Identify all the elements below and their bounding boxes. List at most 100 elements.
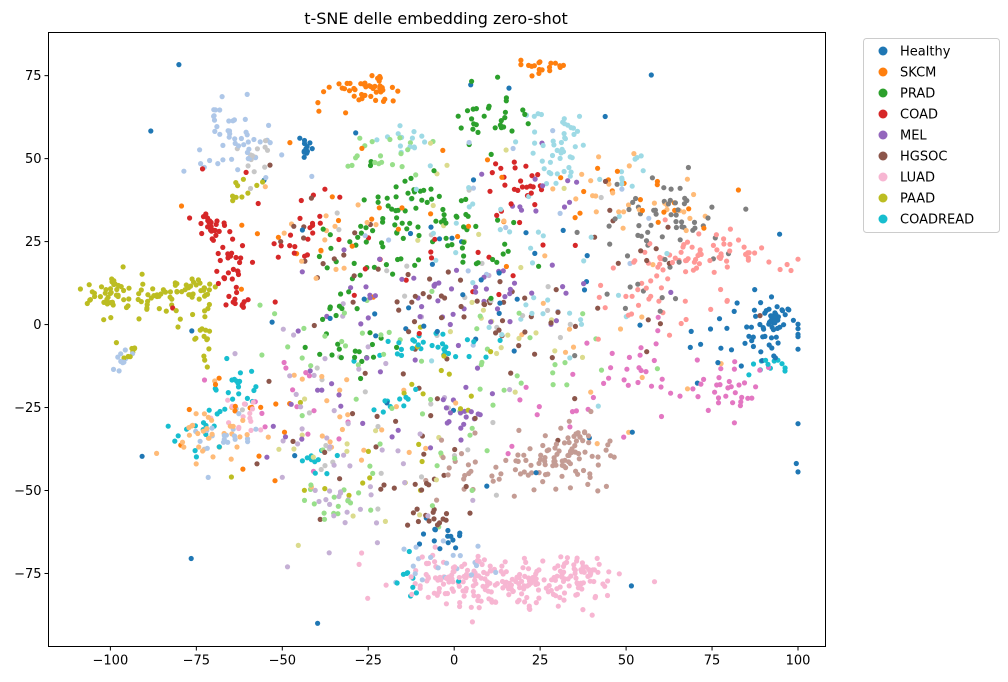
- scatter-point: [581, 287, 588, 293]
- scatter-point: [433, 477, 439, 483]
- scatter-point: [757, 367, 763, 373]
- scatter-point: [264, 147, 271, 153]
- scatter-point: [532, 129, 538, 135]
- scatter-point: [492, 125, 498, 131]
- scatter-point: [232, 408, 238, 414]
- scatter-point: [561, 116, 567, 122]
- scatter-point: [766, 321, 772, 327]
- scatter-point: [654, 182, 660, 188]
- scatter-point: [773, 334, 779, 340]
- scatter-point: [662, 217, 668, 223]
- scatter-point: [373, 89, 379, 95]
- scatter-point: [743, 206, 749, 212]
- scatter-point: [472, 430, 478, 436]
- scatter-point: [766, 259, 772, 265]
- legend-box: [863, 38, 1000, 233]
- scatter-point: [319, 387, 325, 393]
- scatter-point: [622, 305, 629, 311]
- legend-marker: [878, 88, 888, 98]
- scatter-point: [691, 191, 697, 198]
- scatter-point: [646, 296, 652, 302]
- scatter-point: [585, 481, 591, 487]
- scatter-point: [363, 284, 369, 290]
- scatter-point: [539, 67, 545, 73]
- scatter-point: [564, 559, 570, 566]
- scatter-point: [461, 224, 467, 230]
- scatter-point: [299, 436, 305, 442]
- scatter-point: [347, 463, 353, 469]
- scatter-point: [245, 163, 251, 169]
- scatter-point: [411, 319, 418, 325]
- scatter-point: [138, 299, 144, 305]
- scatter-point: [509, 128, 515, 134]
- scatter-point: [413, 172, 419, 178]
- scatter-point: [237, 370, 243, 376]
- scatter-point: [331, 256, 337, 262]
- scatter-point: [358, 321, 364, 327]
- scatter-point: [358, 230, 364, 236]
- scatter-point: [302, 253, 308, 259]
- scatter-point: [266, 378, 272, 384]
- scatter-point: [206, 435, 212, 441]
- scatter-point: [383, 360, 389, 367]
- scatter-point: [301, 325, 307, 331]
- scatter-point: [312, 487, 318, 493]
- scatter-point: [379, 159, 385, 165]
- scatter-point: [734, 300, 740, 306]
- scatter-point: [640, 168, 646, 174]
- scatter-point: [475, 129, 481, 135]
- scatter-point: [234, 378, 240, 384]
- scatter-point: [749, 338, 755, 344]
- scatter-point: [228, 456, 234, 462]
- scatter-point: [197, 147, 203, 153]
- scatter-point: [372, 293, 378, 299]
- scatter-point: [291, 332, 297, 338]
- legend-label: Healthy: [900, 45, 951, 60]
- scatter-point: [456, 574, 462, 581]
- scatter-point: [239, 222, 245, 228]
- scatter-point: [287, 243, 293, 249]
- legend-label: PRAD: [900, 87, 935, 102]
- scatter-point: [335, 511, 341, 517]
- scatter-point: [295, 542, 301, 549]
- scatter-point: [497, 227, 503, 233]
- scatter-point: [567, 485, 574, 491]
- scatter-point: [382, 518, 388, 525]
- scatter-point: [334, 452, 340, 459]
- scatter-point: [323, 213, 329, 219]
- scatter-point: [427, 163, 433, 169]
- scatter-point: [564, 382, 570, 388]
- scatter-point: [508, 370, 514, 376]
- scatter-point: [467, 510, 473, 516]
- scatter-point: [565, 435, 571, 441]
- scatter-point: [524, 594, 530, 601]
- scatter-point: [221, 432, 227, 439]
- scatter-point: [488, 319, 494, 325]
- scatter-point: [604, 291, 610, 297]
- scatter-point: [181, 168, 187, 174]
- scatter-point: [561, 440, 568, 446]
- scatter-point: [685, 256, 691, 262]
- scatter-point: [533, 208, 539, 214]
- scatter-point: [507, 291, 513, 297]
- scatter-point: [213, 221, 219, 227]
- scatter-point: [381, 351, 387, 357]
- scatter-point: [336, 436, 342, 442]
- scatter-point: [230, 198, 236, 204]
- scatter-point: [779, 361, 785, 367]
- scatter-point: [365, 448, 371, 454]
- scatter-point: [533, 600, 539, 606]
- scatter-point: [651, 357, 657, 364]
- scatter-point: [565, 178, 571, 184]
- scatter-point: [638, 248, 644, 254]
- scatter-point: [87, 297, 93, 303]
- scatter-point: [140, 281, 146, 287]
- scatter-point: [626, 163, 632, 169]
- scatter-point: [126, 285, 132, 291]
- scatter-point: [202, 357, 208, 363]
- scatter-point: [527, 335, 533, 341]
- scatter-point: [550, 128, 556, 134]
- scatter-point: [552, 565, 558, 571]
- scatter-point: [428, 224, 434, 230]
- scatter-point: [718, 345, 724, 351]
